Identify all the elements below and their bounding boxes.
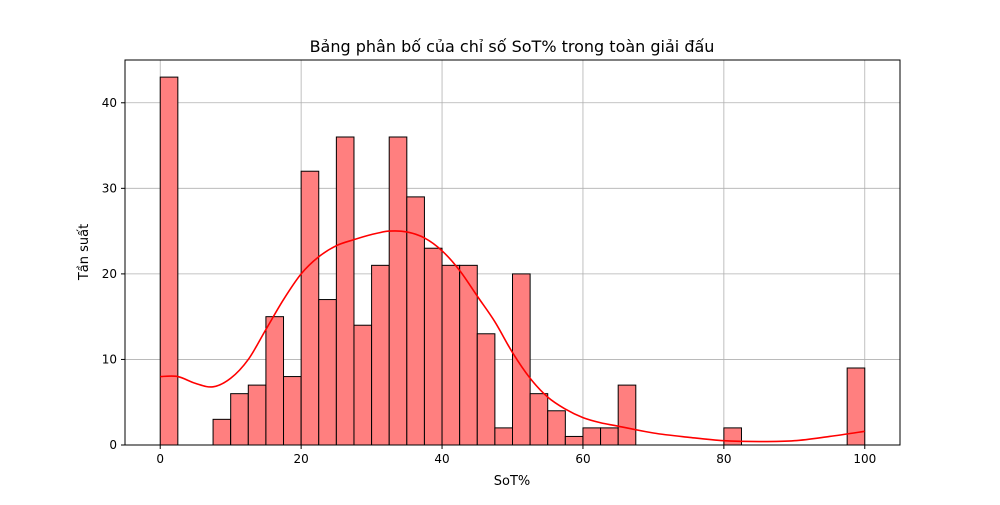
histogram-bar [476, 333, 496, 446]
histogram-bar [371, 264, 390, 446]
x-axis-label: SoT% [494, 474, 531, 489]
histogram-bar [423, 247, 443, 446]
histogram-bar [388, 136, 408, 446]
y-tick-label: 20 [102, 267, 117, 281]
histogram-bar [247, 384, 267, 446]
bars-layer [159, 76, 866, 446]
x-tick-label: 80 [716, 452, 731, 466]
histogram-bar [441, 264, 461, 446]
x-tick-label: 0 [156, 452, 164, 466]
y-tick-label: 40 [102, 96, 117, 110]
histogram-bar [564, 435, 584, 446]
histogram-bar [283, 376, 302, 446]
y-axis-label: Tần suất [77, 224, 92, 281]
kde-layer [160, 230, 865, 443]
histogram-bar [230, 393, 249, 446]
y-tick-label: 0 [109, 438, 117, 452]
histogram-bar [600, 427, 619, 446]
kde-curve [160, 230, 865, 443]
histogram-bar [335, 136, 355, 446]
histogram-bar [318, 299, 337, 446]
x-tick-label: 60 [575, 452, 590, 466]
histogram-bar [300, 170, 320, 446]
histogram-bar [494, 427, 513, 446]
chart-title: Bảng phân bố của chỉ số SoT% trong toàn … [310, 37, 715, 56]
histogram-bar [212, 418, 232, 446]
histogram-bar [617, 384, 637, 446]
histogram-bar [159, 76, 179, 446]
histogram-bar [723, 427, 742, 446]
histogram-bar [582, 427, 602, 446]
histogram-bar [529, 393, 549, 446]
x-tick-label: 20 [293, 452, 308, 466]
plot-frame [124, 59, 901, 446]
y-tick-label: 10 [102, 352, 117, 366]
histogram-bar [353, 324, 373, 446]
ticks-layer: 0 20 40 60 80 100 0 10 20 30 40 [102, 96, 877, 466]
y-tick-label: 30 [102, 181, 117, 195]
histogram-bar [512, 273, 531, 446]
histogram-bar [547, 410, 566, 446]
x-tick-label: 100 [853, 452, 876, 466]
histogram-bar [265, 316, 285, 446]
x-tick-label: 40 [434, 452, 449, 466]
